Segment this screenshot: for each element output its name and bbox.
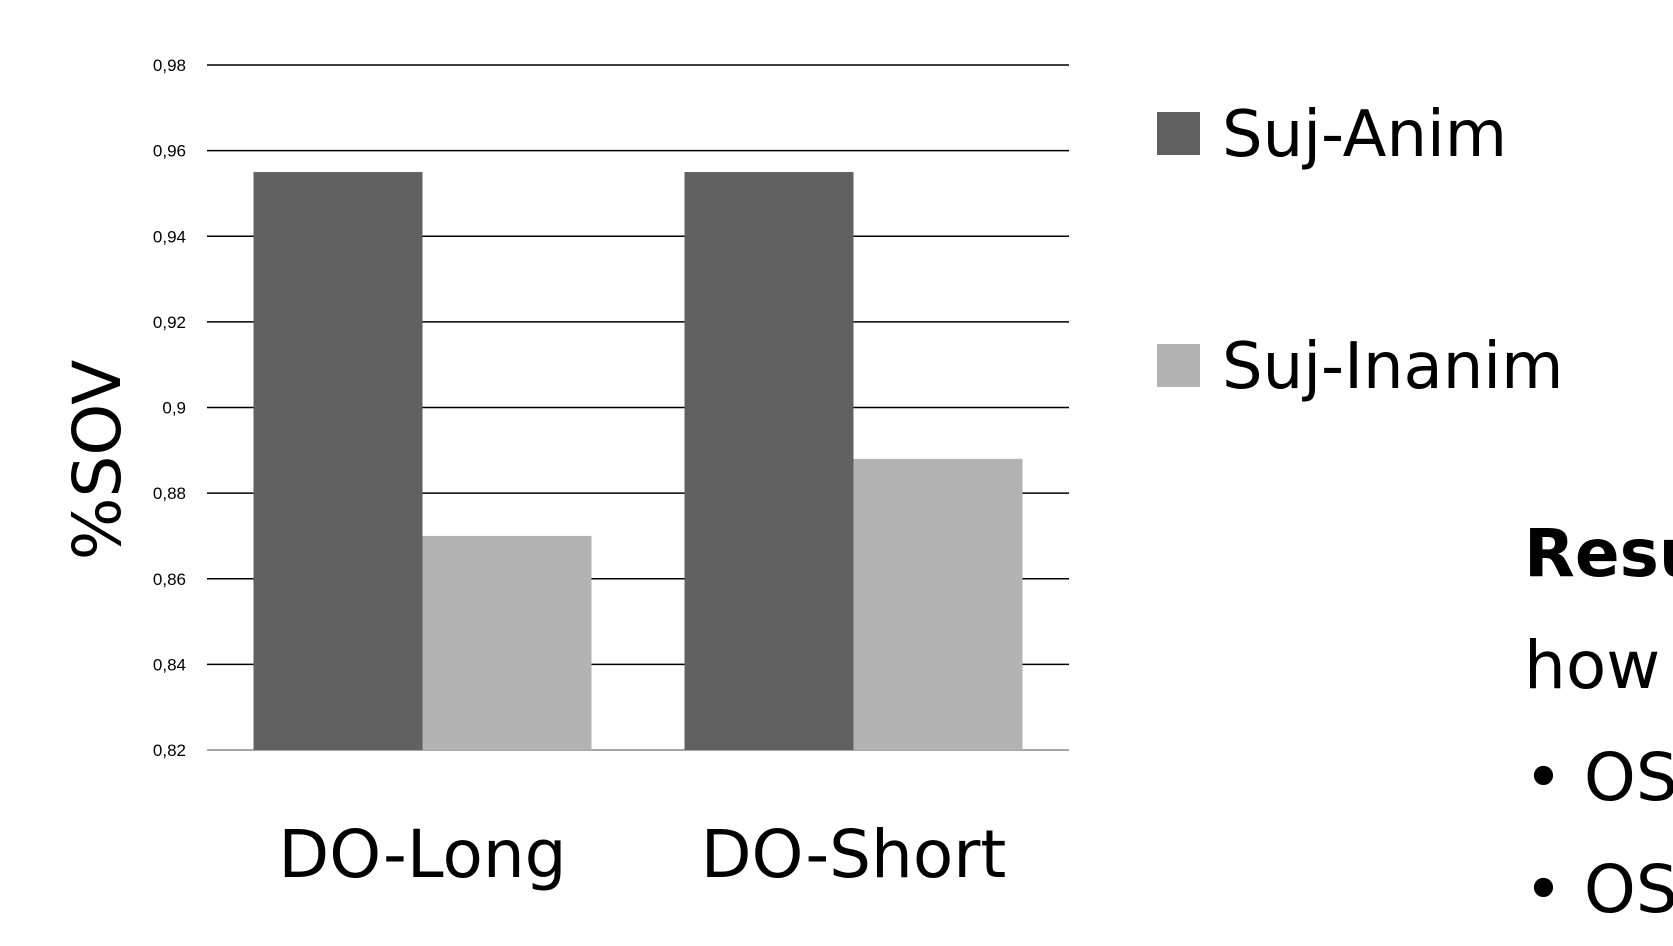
y-tick-label: 0,96 xyxy=(153,142,186,161)
y-tick-label: 0,98 xyxy=(153,56,186,75)
side-text-line-2: how xyxy=(1524,627,1661,704)
bars xyxy=(253,172,1023,750)
y-tick-label: 0,9 xyxy=(162,399,186,418)
side-text-line-1: Resu xyxy=(1524,515,1673,592)
bar xyxy=(853,458,1023,750)
y-tick-label: 0,88 xyxy=(153,484,186,503)
x-axis-categories: DO-Long DO-Short xyxy=(278,816,1006,893)
y-tick-label: 0,86 xyxy=(153,570,186,589)
y-tick-label: 0,94 xyxy=(153,227,186,246)
y-tick-label: 0,92 xyxy=(153,313,186,332)
side-text-line-3: • OS xyxy=(1524,739,1673,816)
y-tick-label: 0,84 xyxy=(153,655,186,674)
bar xyxy=(684,172,854,750)
slide-body-text: Resu how • OS • OS xyxy=(1524,498,1673,946)
legend-swatch xyxy=(1157,112,1200,155)
x-category-label: DO-Short xyxy=(701,816,1007,893)
legend-label: Suj-Inanim xyxy=(1222,330,1563,404)
side-text-line-4: • OS xyxy=(1524,851,1673,928)
bar xyxy=(422,535,592,750)
y-tick-label: 0,82 xyxy=(153,741,186,760)
y-axis-title: %SOV xyxy=(59,360,136,561)
legend: Suj-Anim Suj-Inanim xyxy=(1157,98,1563,404)
x-category-label: DO-Long xyxy=(278,816,566,893)
legend-swatch xyxy=(1157,344,1200,387)
bar xyxy=(253,172,423,750)
y-axis-ticks: 0,82 0,84 0,86 0,88 0,9 0,92 0,94 0,96 0,98 xyxy=(153,56,186,760)
legend-label: Suj-Anim xyxy=(1222,98,1507,172)
